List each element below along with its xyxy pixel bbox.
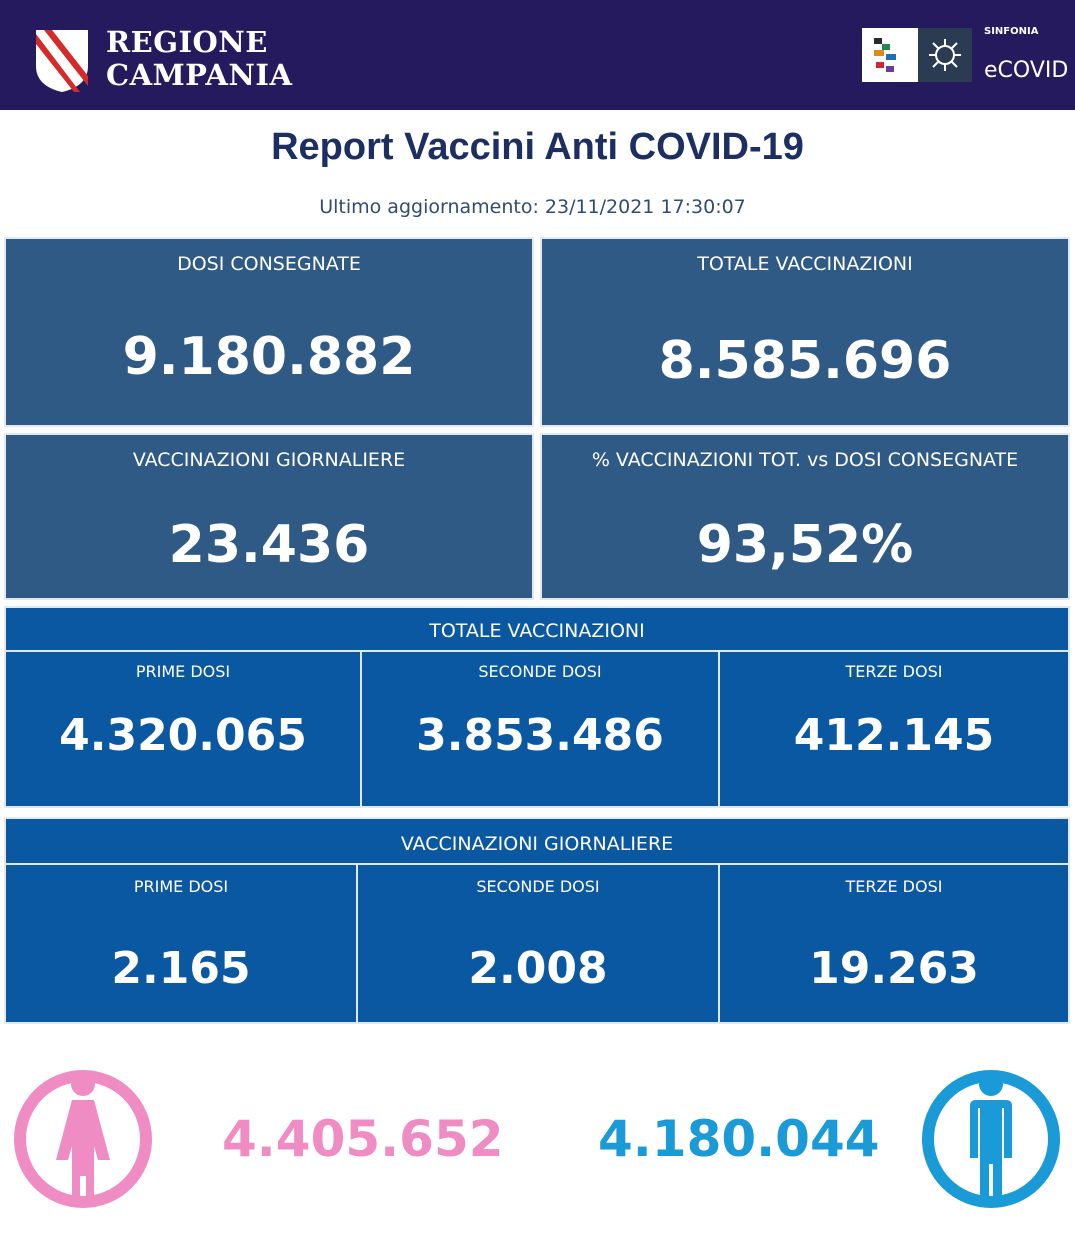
header-bar: REGIONE CAMPANIA SINFONIA eCOVID xyxy=(0,0,1075,110)
dose-label: PRIME DOSI xyxy=(133,877,229,896)
regione-campania-crest-icon xyxy=(36,30,88,92)
dose-value: 412.145 xyxy=(793,710,995,761)
kpi-value: 93,52% xyxy=(696,515,914,575)
dose-value: 2.008 xyxy=(468,943,608,994)
region-logo-text: REGIONE CAMPANIA xyxy=(106,26,292,92)
dose-label: TERZE DOSI xyxy=(845,662,943,681)
dose-label: SECONDE DOSI xyxy=(478,662,602,681)
kpi-value: 9.180.882 xyxy=(122,327,416,387)
male-vaccinations-value: 4.180.044 xyxy=(598,1110,880,1168)
totale-prime-dosi: PRIME DOSI 4.320.065 xyxy=(4,650,362,808)
kpi-card-percentuale: % VACCINAZIONI TOT. vs DOSI CONSEGNATE 9… xyxy=(540,433,1070,600)
region-line-2: CAMPANIA xyxy=(106,58,293,92)
dose-label: PRIME DOSI xyxy=(135,662,231,681)
page-title: Report Vaccini Anti COVID-19 xyxy=(271,126,804,168)
giornaliere-seconde-dosi: SECONDE DOSI 2.008 xyxy=(356,863,720,1024)
sinfonia-label: SINFONIA xyxy=(984,26,1039,37)
ecovid-label: eCOVID xyxy=(984,58,1069,83)
giornaliere-terze-dosi: TERZE DOSI 19.263 xyxy=(718,863,1070,1024)
dose-value: 2.165 xyxy=(111,943,251,994)
male-person-icon xyxy=(922,1070,1060,1208)
female-vaccinations-value: 4.405.652 xyxy=(222,1110,504,1168)
giornaliere-panel-header: VACCINAZIONI GIORNALIERE xyxy=(4,817,1070,865)
kpi-label: % VACCINAZIONI TOT. vs DOSI CONSEGNATE xyxy=(591,449,1019,471)
kpi-label: VACCINAZIONI GIORNALIERE xyxy=(132,449,406,471)
dose-value: 3.853.486 xyxy=(416,710,664,761)
giornaliere-prime-dosi: PRIME DOSI 2.165 xyxy=(4,863,358,1024)
kpi-card-dosi-consegnate: DOSI CONSEGNATE 9.180.882 xyxy=(4,237,534,427)
dose-label: SECONDE DOSI xyxy=(476,877,600,896)
region-line-1: REGIONE xyxy=(106,25,268,59)
sinfonia-mosaic-icon xyxy=(874,28,972,82)
panel-title: VACCINAZIONI GIORNALIERE xyxy=(400,833,674,855)
kpi-value: 8.585.696 xyxy=(658,331,952,391)
totale-terze-dosi: TERZE DOSI 412.145 xyxy=(718,650,1070,808)
dose-value: 4.320.065 xyxy=(59,710,307,761)
kpi-label: DOSI CONSEGNATE xyxy=(177,253,361,275)
kpi-card-vaccinazioni-giornaliere: VACCINAZIONI GIORNALIERE 23.436 xyxy=(4,433,534,600)
dose-value: 19.263 xyxy=(809,943,979,994)
kpi-card-totale-vaccinazioni: TOTALE VACCINAZIONI 8.585.696 xyxy=(540,237,1070,427)
kpi-label: TOTALE VACCINAZIONI xyxy=(697,253,913,275)
totale-seconde-dosi: SECONDE DOSI 3.853.486 xyxy=(360,650,720,808)
kpi-value: 23.436 xyxy=(168,515,370,575)
panel-title: TOTALE VACCINAZIONI xyxy=(429,620,645,642)
dose-label: TERZE DOSI xyxy=(845,877,943,896)
totale-panel-header: TOTALE VACCINAZIONI xyxy=(4,606,1070,652)
female-person-icon xyxy=(14,1070,152,1208)
last-updated: Ultimo aggiornamento: 23/11/2021 17:30:0… xyxy=(319,196,746,218)
sinfonia-logo xyxy=(862,28,972,82)
